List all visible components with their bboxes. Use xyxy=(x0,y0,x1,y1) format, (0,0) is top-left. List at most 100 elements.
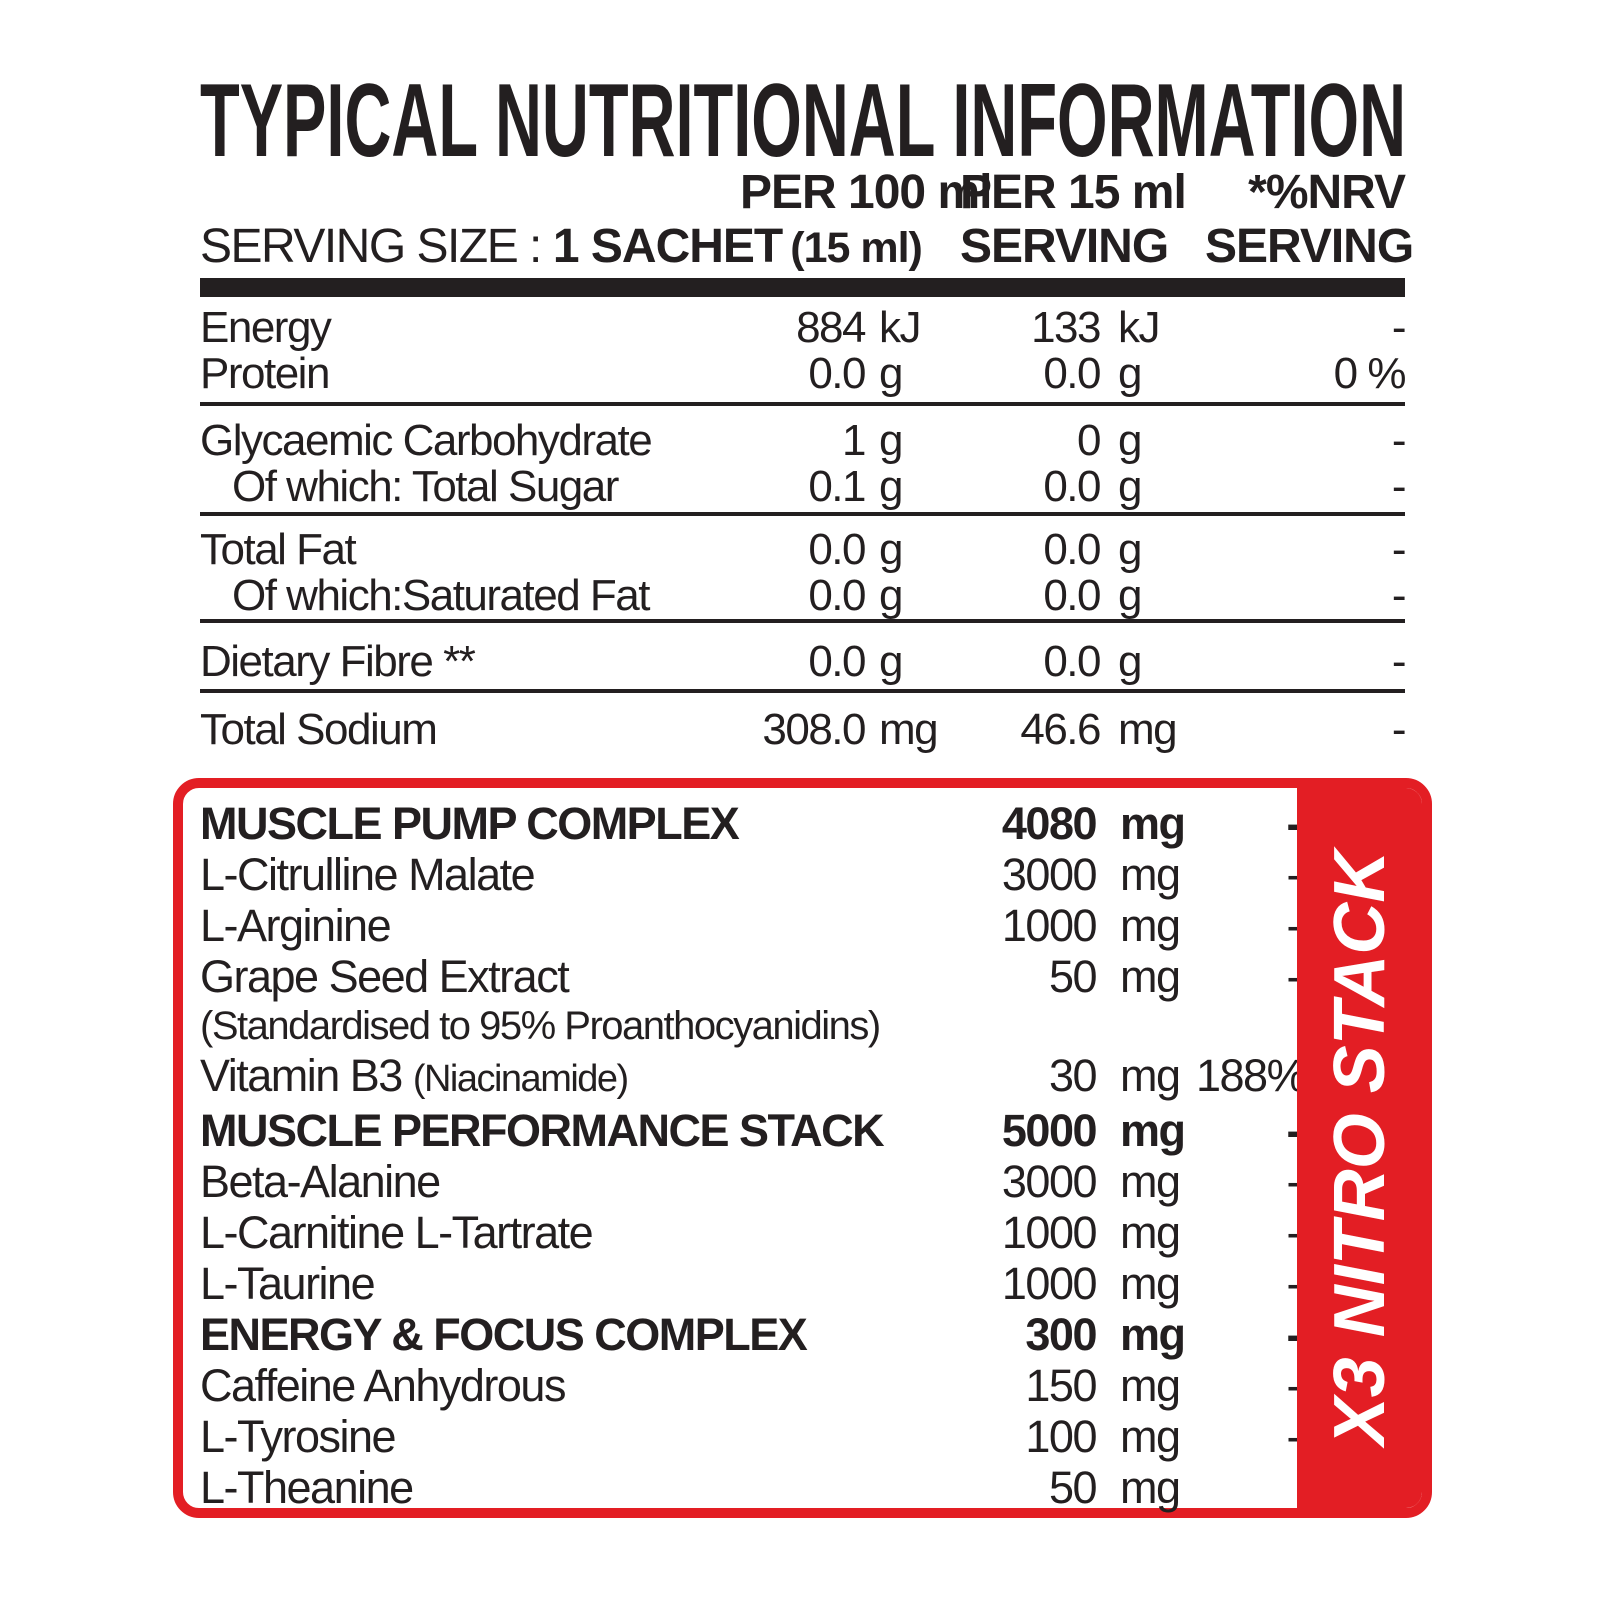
nrv-value: - xyxy=(1391,705,1407,754)
nrv-value: - xyxy=(1391,416,1407,465)
side-band: X3 NITRO STACK xyxy=(1297,788,1422,1508)
nutrient-group: Energy 884 kJ 133 kJ - Protein 0.0 g 0.0 g 0 % xyxy=(200,297,1407,402)
column-header-spacer xyxy=(740,222,960,273)
per-15ml-unit: g xyxy=(1118,571,1142,620)
row-divider xyxy=(200,512,1405,516)
nrv-value: - xyxy=(1286,1156,1302,1207)
ingredient-row: L-Arginine 1000 mg - xyxy=(200,900,1302,951)
per-15ml-value: 46.6 xyxy=(1020,705,1101,754)
nutrient-row: Of which:Saturated Fat 0.0 g 0.0 g - xyxy=(200,571,1407,620)
per-15ml-value: 0.0 xyxy=(1043,349,1101,398)
nutrient-name: Protein xyxy=(200,349,330,398)
nutrient-row: Total Sodium 308.0 mg 46.6 mg - xyxy=(200,705,1407,754)
per-15ml-unit: g xyxy=(1118,525,1142,574)
ingredient-name: L-Theanine xyxy=(200,1462,414,1513)
serving-amount: 3000 xyxy=(1001,849,1098,900)
per-100ml-value: 0.0 xyxy=(808,349,866,398)
serving-unit: mg xyxy=(1120,951,1181,1002)
per-15ml-unit: mg xyxy=(1118,705,1178,754)
nrv-value: 188% xyxy=(1196,1050,1307,1101)
column-subheader-per-15ml: SERVING xyxy=(960,220,1169,273)
column-subheader-nrv: SERVING xyxy=(1205,220,1414,273)
ingredient-name: L-Arginine xyxy=(200,900,392,951)
per-100ml-unit: g xyxy=(879,637,903,686)
serving-amount: 1000 xyxy=(1001,900,1098,951)
ingredient-name: L-Carnitine L-Tartrate xyxy=(200,1207,594,1258)
per-100ml-unit: g xyxy=(879,525,903,574)
per-100ml-value: 0.0 xyxy=(808,525,866,574)
serving-unit: mg xyxy=(1120,1105,1186,1156)
serving-amount: 1000 xyxy=(1001,1207,1098,1258)
serving-unit: mg xyxy=(1120,1462,1181,1513)
page-title: TYPICAL NUTRITIONAL INFORMATION xyxy=(200,63,1407,179)
nutrient-row: Energy 884 kJ 133 kJ - xyxy=(200,303,1407,352)
serving-amount: 150 xyxy=(1025,1360,1097,1411)
column-header-row-1: PER 100 ml PER 15 ml *%NRV xyxy=(200,166,1406,219)
serving-amount: 30 xyxy=(1048,1050,1098,1101)
per-100ml-unit: g xyxy=(879,571,903,620)
ingredient-name: L-Citrulline Malate xyxy=(200,849,536,900)
nutrient-group: Total Fat 0.0 g 0.0 g - Of which:Saturated Fat… xyxy=(200,516,1407,620)
ingredient-row: ENERGY & FOCUS COMPLEX 300 mg - xyxy=(200,1309,1302,1360)
ingredient-name: Caffeine Anhydrous xyxy=(200,1360,566,1411)
nutrient-row: Protein 0.0 g 0.0 g 0 % xyxy=(200,349,1407,398)
per-100ml-unit: mg xyxy=(879,705,939,754)
per-15ml-unit: g xyxy=(1118,349,1142,398)
row-divider xyxy=(200,402,1405,406)
serving-size-label: SERVING SIZE : xyxy=(200,220,542,273)
per-15ml-unit: g xyxy=(1118,462,1142,511)
ingredient-name: MUSCLE PERFORMANCE STACK xyxy=(200,1105,885,1156)
nutrient-row: Total Fat 0.0 g 0.0 g - xyxy=(200,525,1407,574)
nutrient-name: Glycaemic Carbohydrate xyxy=(200,416,653,465)
header-rule-bar xyxy=(200,278,1405,297)
per-15ml-unit: kJ xyxy=(1118,303,1161,352)
ingredient-name: Grape Seed Extract xyxy=(200,951,570,1002)
ingredient-row: Beta-Alanine 3000 mg - xyxy=(200,1156,1302,1207)
per-100ml-value: 0.0 xyxy=(808,571,866,620)
nutrient-name: Total Fat xyxy=(200,525,357,574)
per-15ml-value: 0 xyxy=(1077,416,1101,465)
nrv-value: - xyxy=(1286,1309,1302,1360)
ingredient-row: Vitamin B3 (Niacinamide) 30 mg 188% xyxy=(200,1050,1307,1105)
nutrition-table: PER 100 ml PER 15 ml *%NRV SERVING SIZE … xyxy=(173,0,1432,1600)
ingredient-name: L-Taurine xyxy=(200,1258,376,1309)
serving-amount: 300 xyxy=(1025,1309,1097,1360)
per-100ml-value: 0.1 xyxy=(808,462,866,511)
per-100ml-unit: kJ xyxy=(879,303,922,352)
ingredient-row: Caffeine Anhydrous 150 mg - xyxy=(200,1360,1302,1411)
per-100ml-value: 0.0 xyxy=(808,637,866,686)
serving-amount: 5000 xyxy=(1001,1105,1098,1156)
serving-amount: 1000 xyxy=(1001,1258,1098,1309)
ingredient-name-note: (Niacinamide) xyxy=(412,1058,629,1100)
row-divider xyxy=(200,689,1405,693)
serving-amount: 50 xyxy=(1048,951,1098,1002)
nutrient-rows: Energy 884 kJ 133 kJ - Protein 0.0 g 0.0 g 0 % Glyca… xyxy=(200,297,1407,754)
nutrient-group: Glycaemic Carbohydrate 1 g 0 g - Of which: Tot… xyxy=(200,406,1407,512)
per-15ml-unit: g xyxy=(1118,416,1142,465)
nrv-value: 0 % xyxy=(1333,349,1407,398)
nutrient-row: Glycaemic Carbohydrate 1 g 0 g - xyxy=(200,416,1407,465)
serving-amount: 4080 xyxy=(1001,798,1098,849)
serving-amount: 50 xyxy=(1048,1462,1098,1513)
nrv-value: - xyxy=(1286,1105,1302,1156)
per-15ml-value: 133 xyxy=(1031,303,1101,352)
per-100ml-unit: g xyxy=(879,462,903,511)
column-header-nrv: *%NRV xyxy=(1248,166,1406,219)
nutrient-name: Total Sodium xyxy=(200,705,438,754)
per-15ml-value: 0.0 xyxy=(1043,637,1101,686)
per-100ml-unit: g xyxy=(879,416,903,465)
per-100ml-value: 308.0 xyxy=(762,705,866,754)
serving-size-value: 1 SACHET xyxy=(552,220,783,273)
per-100ml-value: 1 xyxy=(842,416,866,465)
serving-unit: mg xyxy=(1120,1360,1181,1411)
ingredient-row: L-Theanine 50 mg xyxy=(200,1462,1300,1513)
per-15ml-unit: g xyxy=(1118,637,1142,686)
serving-unit: mg xyxy=(1120,798,1186,849)
nutrient-group: Dietary Fibre ** 0.0 g 0.0 g - xyxy=(200,623,1407,689)
serving-unit: mg xyxy=(1120,1411,1181,1462)
serving-size-note: (15 ml) xyxy=(790,224,923,272)
nrv-value: - xyxy=(1391,637,1407,686)
per-100ml-unit: g xyxy=(879,349,903,398)
per-15ml-value: 0.0 xyxy=(1043,525,1101,574)
